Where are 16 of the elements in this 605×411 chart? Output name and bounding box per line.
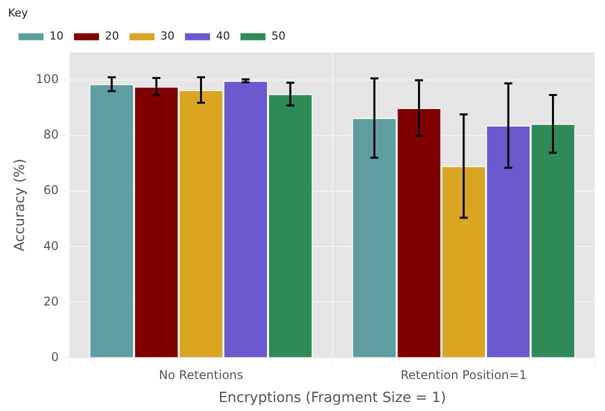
legend-label: 50 [271,30,286,43]
x-tick-label: No Retentions [158,368,244,382]
x-tick-label: Retention Position=1 [400,368,527,382]
legend-label: 30 [160,30,174,43]
legend-label: 10 [50,30,64,43]
y-tick-label: 100 [36,72,59,86]
legend-label: 40 [216,30,230,43]
y-axis-title: Accuracy (%) [12,158,28,252]
legend-title: Key [8,6,28,20]
y-tick-label: 20 [43,294,59,308]
x-axis-title: Encryptions (Fragment Size = 1) [218,390,446,406]
y-tick-label: 60 [43,183,59,198]
y-tick-label: 80 [43,128,59,142]
legend-label: 20 [104,30,119,43]
y-tick-label: 40 [43,238,59,253]
y-tick-label: 0 [51,350,59,364]
